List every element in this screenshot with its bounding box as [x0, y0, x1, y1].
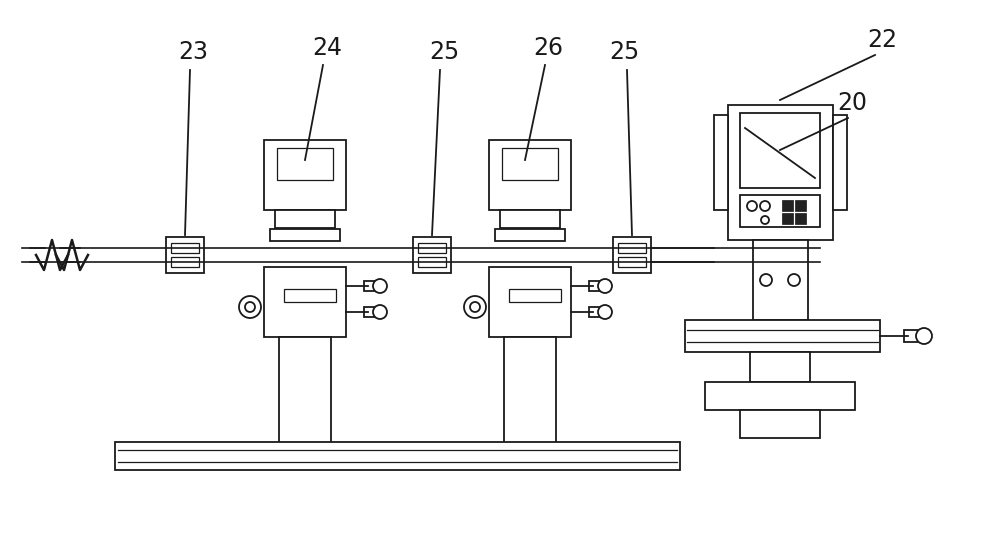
Bar	[795, 200, 806, 211]
Bar	[509, 289, 561, 302]
Bar	[618, 257, 646, 267]
Bar	[264, 267, 346, 337]
Circle shape	[916, 328, 932, 344]
Bar	[613, 237, 651, 273]
Circle shape	[373, 305, 387, 319]
Bar	[264, 140, 346, 210]
Bar	[166, 237, 204, 273]
Bar	[685, 320, 880, 352]
Bar	[795, 213, 806, 224]
Circle shape	[761, 216, 769, 224]
Bar	[705, 382, 855, 410]
Bar	[904, 330, 918, 342]
Circle shape	[239, 296, 261, 318]
Text: 23: 23	[178, 40, 208, 64]
Bar	[489, 140, 571, 210]
Bar	[504, 337, 556, 447]
Circle shape	[470, 302, 480, 312]
Circle shape	[373, 279, 387, 293]
Bar	[500, 210, 560, 228]
Bar	[618, 243, 646, 253]
Circle shape	[760, 201, 770, 211]
Circle shape	[747, 201, 757, 211]
Text: 22: 22	[867, 28, 897, 52]
Bar	[115, 442, 680, 470]
Circle shape	[760, 274, 772, 286]
Bar	[284, 289, 336, 302]
Circle shape	[598, 305, 612, 319]
Bar	[489, 267, 571, 337]
Bar	[750, 352, 810, 382]
Bar	[171, 243, 199, 253]
Bar	[753, 240, 808, 320]
Bar	[589, 307, 601, 317]
Bar	[833, 115, 847, 210]
Bar	[364, 307, 376, 317]
Circle shape	[245, 302, 255, 312]
Text: 26: 26	[533, 36, 563, 60]
Bar	[495, 229, 565, 241]
Bar	[275, 210, 335, 228]
Bar	[714, 115, 728, 210]
Bar	[740, 113, 820, 188]
Circle shape	[598, 279, 612, 293]
Text: 24: 24	[312, 36, 342, 60]
Bar	[740, 410, 820, 438]
Bar	[277, 148, 333, 180]
Bar	[418, 243, 446, 253]
Bar	[270, 229, 340, 241]
Bar	[418, 257, 446, 267]
Bar	[782, 200, 793, 211]
Text: 25: 25	[429, 40, 459, 64]
Circle shape	[788, 274, 800, 286]
Bar	[728, 105, 833, 240]
Bar	[589, 281, 601, 291]
Circle shape	[464, 296, 486, 318]
Bar	[279, 337, 331, 447]
Text: 25: 25	[609, 40, 639, 64]
Text: 20: 20	[837, 91, 867, 115]
Bar	[502, 148, 558, 180]
Bar	[171, 257, 199, 267]
Bar	[782, 213, 793, 224]
Bar	[413, 237, 451, 273]
Bar	[740, 195, 820, 227]
Bar	[364, 281, 376, 291]
